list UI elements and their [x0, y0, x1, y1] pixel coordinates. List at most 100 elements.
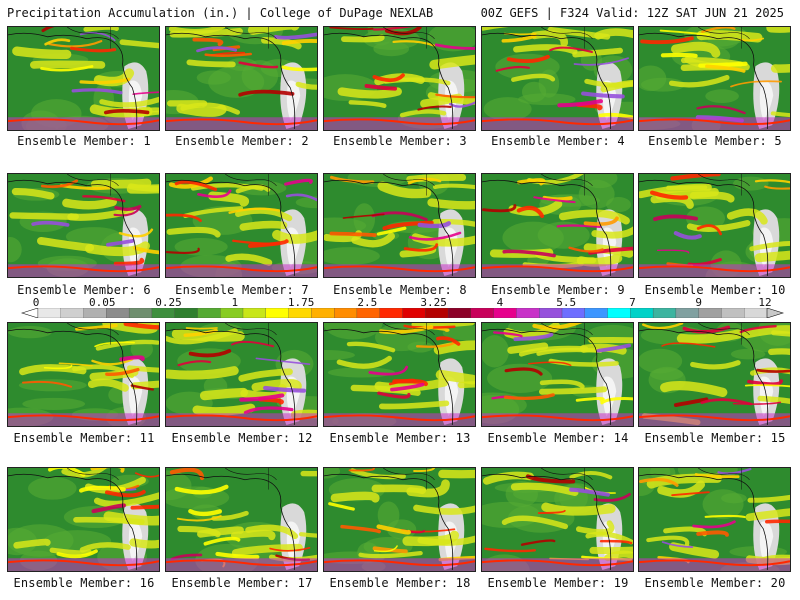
- ensemble-map-panel: [323, 173, 476, 278]
- precip-map: [166, 174, 317, 277]
- ensemble-member-caption: Ensemble Member: 1: [17, 134, 151, 148]
- ensemble-map-panel: [7, 322, 160, 427]
- run-valid-time: 00Z GEFS | F324 Valid: 12Z SAT JUN 21 20…: [480, 6, 784, 20]
- precip-map: [8, 27, 159, 130]
- precip-map: [639, 468, 790, 571]
- colorbar-swatch: [607, 308, 631, 318]
- ensemble-member-caption: Ensemble Member: 2: [175, 134, 309, 148]
- ensemble-map-panel: [481, 26, 634, 131]
- ensemble-member-caption: Ensemble Member: 10: [644, 283, 786, 297]
- colorbar-swatch: [379, 308, 404, 318]
- precip-map: [166, 323, 317, 426]
- ensemble-map-panel: [323, 467, 476, 572]
- ensemble-map-panel: [7, 173, 160, 278]
- ensemble-member-caption: Ensemble Member: 11: [13, 431, 155, 445]
- colorbar-swatch: [584, 308, 609, 318]
- precip-map: [8, 174, 159, 277]
- page-title: Precipitation Accumulation (in.) | Colle…: [7, 6, 434, 20]
- ensemble-member-caption: Ensemble Member: 8: [333, 283, 467, 297]
- colorbar-tick-label: 0: [32, 296, 40, 309]
- ensemble-member-caption: Ensemble Member: 20: [644, 576, 786, 590]
- precip-map: [166, 27, 317, 130]
- colorbar-tick-label: 7: [629, 296, 636, 309]
- precip-map: [482, 27, 633, 130]
- precip-map: [324, 468, 475, 571]
- colorbar-swatch: [151, 308, 176, 318]
- ensemble-map-panel: [165, 467, 318, 572]
- colorbar-tick-label: 3.25: [420, 296, 447, 309]
- precip-map: [166, 468, 317, 571]
- colorbar-tick-label: 4: [496, 296, 504, 309]
- colorbar-swatch: [288, 308, 313, 318]
- colorbar-tick-label: 1.75: [287, 296, 315, 309]
- colorbar-swatch: [334, 308, 358, 318]
- ensemble-map-panel: [7, 467, 160, 572]
- colorbar-swatch: [60, 308, 85, 318]
- colorbar-swatch: [37, 308, 62, 318]
- ensemble-member-caption: Ensemble Member: 16: [13, 576, 155, 590]
- ensemble-member-caption: Ensemble Member: 14: [487, 431, 629, 445]
- colorbar-swatch: [698, 308, 723, 318]
- colorbar-swatch: [561, 308, 586, 318]
- colorbar-tick-label: 9: [695, 296, 703, 309]
- ensemble-map-panel: [165, 173, 318, 278]
- colorbar-swatch: [721, 308, 745, 318]
- ensemble-member-caption: Ensemble Member: 3: [333, 134, 467, 148]
- ensemble-map-panel: [638, 322, 791, 427]
- colorbar-max-arrow: [766, 308, 785, 318]
- colorbar-tick-label: 12: [758, 296, 772, 309]
- colorbar: 0 0.05 0.25 1 1.75 2.5 3.25 4 5.5 7 9 12: [0, 296, 800, 320]
- ensemble-member-caption: Ensemble Member: 9: [491, 283, 625, 297]
- colorbar-swatch: [630, 308, 654, 318]
- colorbar-swatch: [356, 308, 381, 318]
- ensemble-map-panel: [481, 322, 634, 427]
- colorbar-swatch: [447, 308, 472, 318]
- colorbar-tick-label: 5.5: [556, 296, 577, 309]
- colorbar-swatch: [197, 308, 221, 318]
- colorbar-swatch: [493, 308, 518, 318]
- colorbar-tick-label: 2.5: [357, 296, 378, 309]
- colorbar-swatch: [744, 308, 768, 318]
- ensemble-map-panel: [481, 173, 634, 278]
- colorbar-swatch: [675, 308, 700, 318]
- colorbar-swatch: [220, 308, 244, 318]
- ensemble-member-caption: Ensemble Member: 4: [491, 134, 625, 148]
- colorbar-min-arrow: [20, 308, 39, 318]
- precip-map: [324, 174, 475, 277]
- ensemble-member-caption: Ensemble Member: 19: [487, 576, 629, 590]
- colorbar-swatch: [516, 308, 540, 318]
- colorbar-tick-label: 0.05: [89, 296, 116, 309]
- ensemble-map-panel: [165, 26, 318, 131]
- ensemble-member-caption: Ensemble Member: 13: [329, 431, 471, 445]
- colorbar-swatch: [652, 308, 677, 318]
- colorbar-swatch: [402, 308, 426, 318]
- colorbar-swatch: [174, 308, 199, 318]
- precip-map: [639, 27, 790, 130]
- ensemble-map-panel: [323, 26, 476, 131]
- precip-map: [482, 468, 633, 571]
- ensemble-member-caption: Ensemble Member: 18: [329, 576, 471, 590]
- precip-map: [639, 323, 790, 426]
- ensemble-member-caption: Ensemble Member: 12: [171, 431, 313, 445]
- colorbar-swatch: [128, 308, 153, 318]
- colorbar-swatch: [83, 308, 108, 318]
- precip-map: [8, 323, 159, 426]
- ensemble-map-panel: [638, 173, 791, 278]
- precip-map: [482, 174, 633, 277]
- colorbar-swatch: [265, 308, 290, 318]
- colorbar-swatch: [470, 308, 495, 318]
- colorbar-swatch: [242, 308, 267, 318]
- ensemble-map-panel: [638, 26, 791, 131]
- colorbar-swatch: [425, 308, 449, 318]
- colorbar-scale: [20, 308, 785, 318]
- colorbar-swatch: [539, 308, 563, 318]
- ensemble-member-caption: Ensemble Member: 7: [175, 283, 309, 297]
- ensemble-member-caption: Ensemble Member: 6: [17, 283, 151, 297]
- ensemble-member-caption: Ensemble Member: 15: [644, 431, 786, 445]
- precip-map: [324, 323, 475, 426]
- ensemble-map-panel: [323, 322, 476, 427]
- colorbar-tick-label: 1: [231, 296, 239, 309]
- ensemble-map-panel: [481, 467, 634, 572]
- colorbar-swatch: [106, 308, 130, 318]
- colorbar-tick-label: 0.25: [155, 296, 182, 309]
